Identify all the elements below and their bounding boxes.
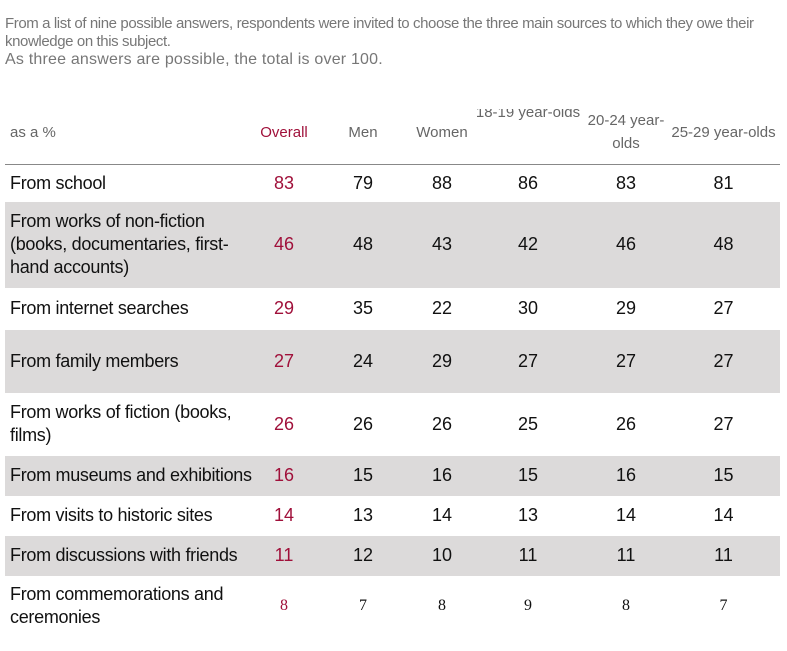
cell-value: 48 (313, 201, 413, 288)
cell-value: 27 (585, 329, 667, 393)
cell-value: 83 (273, 172, 295, 193)
cell-value: 14 (713, 505, 734, 525)
cell-value: 29 (413, 329, 471, 393)
cell-value: 13 (517, 505, 539, 525)
cell-value: 46 (585, 201, 667, 288)
results-table: as a % Overall Men Women 18-19 year-olds 20-2… (5, 100, 780, 636)
row-label: From visits to historic sites (10, 505, 213, 525)
cell-value: 11 (471, 535, 585, 576)
cell-value: 27 (471, 329, 585, 393)
row-label: From school (10, 172, 106, 193)
table-row: From school 83 79 88 86 83 81 (5, 165, 780, 202)
cell-value: 27 (713, 298, 734, 318)
cell-value: 26 (352, 413, 374, 434)
cell-value: 30 (517, 298, 539, 318)
cell-value: 26 (431, 413, 453, 434)
note: From a list of nine possible answers, re… (5, 15, 754, 50)
row-label: From works of fiction (books, films) (10, 402, 232, 445)
cell-value: 27 (667, 329, 780, 393)
cell-value: 12 (313, 535, 413, 576)
cell-value: 29 (615, 298, 637, 318)
cell-value: 11 (585, 535, 667, 576)
column-header: as a % (5, 100, 255, 165)
column-header: 25-29 year-olds (667, 100, 780, 165)
row-label: From museums and exhibitions (5, 455, 255, 496)
column-header: Women (413, 100, 471, 165)
cell-value: 79 (352, 172, 374, 193)
cell-value: 24 (313, 329, 413, 393)
column-header: Men (313, 100, 413, 165)
cell-value: 86 (517, 172, 539, 193)
cell-value: 10 (413, 535, 471, 576)
table-row: From commemorations and ceremonies 8 7 8 9 8 7 (5, 576, 780, 636)
cell-value: 27 (255, 329, 313, 393)
cell-value: 13 (352, 505, 374, 525)
subnote: As three answers are possible, the total… (5, 51, 383, 68)
cell-value: 42 (471, 201, 585, 288)
cell-value: 14 (615, 505, 637, 525)
cell-value: 46 (255, 201, 313, 288)
cell-value: 43 (413, 201, 471, 288)
cell-value: 14 (273, 505, 295, 525)
cell-value: 8 (622, 596, 630, 614)
cell-value: 15 (471, 455, 585, 496)
cell-value: 22 (431, 298, 453, 318)
cell-value: 35 (352, 298, 374, 318)
cell-value: 7 (719, 596, 728, 614)
cell-value: 83 (615, 172, 637, 193)
cell-value: 16 (255, 455, 313, 496)
row-label: From discussions with friends (5, 535, 255, 576)
column-header: 20-24 year-olds (585, 100, 667, 165)
header-text: 18-19 year-olds (475, 109, 581, 121)
table-row: From family members 27 24 29 27 27 27 (5, 329, 780, 393)
cell-value: 8 (280, 596, 288, 614)
cell-value: 15 (667, 455, 780, 496)
row-label: From commemorations and ceremonies (10, 583, 224, 627)
row-label: From works of non-fiction (books, docume… (5, 201, 255, 288)
header-clip: 18-19 year-olds (471, 109, 585, 155)
cell-value: 26 (273, 413, 295, 434)
cell-value: 9 (524, 596, 532, 614)
intro: From a list of nine possible answers, re… (5, 15, 785, 69)
cell-value: 15 (313, 455, 413, 496)
table-row: From works of fiction (books, films) 26 26… (5, 393, 780, 456)
table-body: From school 83 79 88 86 83 81 From works of non… (5, 165, 780, 636)
cell-value: 11 (667, 535, 780, 576)
column-header: 18-19 year-olds (471, 100, 585, 165)
cell-value: 16 (413, 455, 471, 496)
cell-value: 16 (585, 455, 667, 496)
row-label: From family members (5, 329, 255, 393)
cell-value: 88 (431, 172, 453, 193)
cell-value: 11 (255, 535, 313, 576)
cell-value: 25 (517, 413, 539, 434)
table-row: From visits to historic sites 14 13 14 13 14 1… (5, 496, 780, 536)
table-row: From museums and exhibitions 16 15 16 15 16 15 (5, 455, 780, 496)
table-row: From discussions with friends 11 12 10 11 11 1… (5, 535, 780, 576)
row-label: From internet searches (10, 298, 189, 318)
header-row: as a % Overall Men Women 18-19 year-olds 20-2… (5, 100, 780, 165)
cell-value: 14 (431, 505, 453, 525)
table-row: From works of non-fiction (books, docume… (5, 201, 780, 288)
cell-value: 8 (438, 596, 446, 614)
column-header: Overall (255, 100, 313, 165)
table-row: From internet searches 29 35 22 30 29 27 (5, 288, 780, 330)
cell-value: 26 (615, 413, 637, 434)
cell-value: 48 (667, 201, 780, 288)
cell-value: 81 (713, 172, 734, 193)
cell-value: 7 (359, 596, 367, 614)
cell-value: 27 (713, 413, 734, 434)
cell-value: 29 (273, 298, 295, 318)
